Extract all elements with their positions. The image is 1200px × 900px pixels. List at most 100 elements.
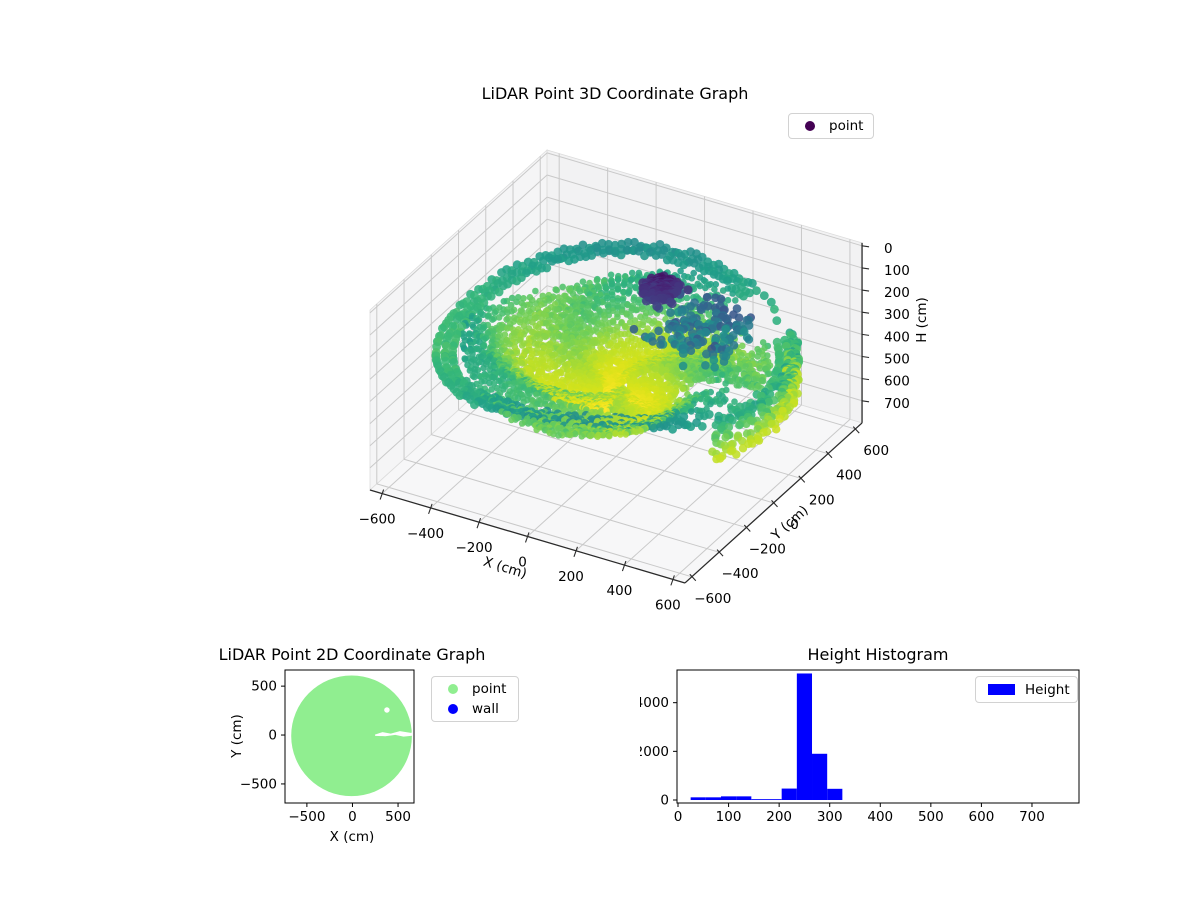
scatter-point (532, 287, 539, 295)
scatter-point (697, 422, 707, 431)
h-tick-label: 500 (884, 352, 910, 368)
scatter-point (649, 423, 659, 433)
scatter-point (752, 286, 761, 296)
h-tick-label: 300 (884, 307, 910, 323)
y-tick-label: −400 (721, 566, 758, 582)
scatter-point (493, 384, 501, 392)
scatter-point (707, 372, 715, 379)
h-tick (861, 245, 870, 248)
scatter-point (666, 308, 675, 318)
scatter-point (496, 326, 503, 334)
scatter-point (576, 288, 584, 295)
y-tick-label: 200 (809, 492, 835, 508)
plot2d-title: LiDAR Point 2D Coordinate Graph (218, 645, 486, 664)
scatter-point (716, 294, 726, 304)
x-tick-label: 300 (817, 809, 843, 825)
scatter-point (512, 276, 522, 286)
scatter-point (754, 353, 761, 360)
histogram-canvas: 0100200300400500600700020004000 (640, 669, 1080, 825)
plot3d-legend: point (788, 113, 874, 139)
x-tick-label: −400 (407, 526, 444, 542)
scatter-point (524, 420, 532, 427)
scatter-point (649, 320, 656, 327)
legend-entry-wall: wall (440, 699, 510, 719)
plot2d-x-axis-label: X (cm) (329, 829, 375, 845)
scatter-point (535, 324, 542, 331)
x-tick-label: 100 (716, 809, 742, 825)
scatter-point (668, 424, 677, 434)
y-tick-label: 0 (790, 517, 799, 533)
scatter-point (477, 373, 485, 380)
scatter-point (732, 297, 739, 304)
scatter-point (772, 316, 782, 325)
scatter-point (614, 276, 622, 283)
scatter-point (620, 288, 627, 296)
scatter-point (677, 267, 684, 275)
y-tick-label: −200 (749, 542, 786, 558)
scatter-point (478, 378, 485, 386)
scatter-point (690, 269, 697, 277)
scatter-point (718, 371, 726, 379)
h-tick (861, 378, 870, 381)
scatter-point (479, 311, 487, 319)
plot2d-legend: point wall (431, 676, 519, 722)
y-tick-label: 0 (660, 793, 669, 809)
scatter-point (699, 266, 709, 276)
scatter-point (593, 277, 601, 284)
scatter-point (579, 278, 587, 286)
x-tick-label: 500 (385, 809, 411, 825)
scatter-point (739, 342, 746, 350)
scatter-point (674, 420, 684, 430)
scatter-point (598, 322, 606, 329)
scatter-point (705, 377, 713, 385)
scatter-point (503, 325, 511, 332)
scatter-point (664, 324, 674, 334)
scatter-point (724, 296, 732, 304)
scatter-point (587, 432, 594, 440)
histogram-bar (705, 797, 721, 801)
h-tick-label: 700 (884, 396, 910, 412)
legend-label: point (829, 118, 864, 134)
scatter-point (455, 300, 465, 310)
h-tick (861, 355, 870, 359)
scatter-point (738, 444, 748, 453)
y-tick (743, 524, 751, 532)
scatter-point (709, 355, 719, 365)
scatter-point (627, 277, 634, 284)
h-tick (861, 400, 870, 403)
y-tick (825, 450, 833, 459)
y-tick (798, 475, 806, 483)
histogram-bar (827, 788, 843, 801)
scatter-point (616, 250, 626, 260)
scatter-point (729, 341, 739, 350)
scatter-point (533, 426, 540, 434)
scatter-point (687, 380, 695, 388)
scatter-point (508, 294, 516, 302)
histogram-bar (751, 799, 767, 801)
x-tick (476, 517, 482, 529)
y-tick (771, 500, 778, 508)
scatter-point (504, 309, 511, 316)
scatter-point (614, 286, 622, 293)
scatter-point (542, 333, 549, 341)
x-tick-label: 600 (969, 809, 995, 825)
histogram-legend: Height (975, 676, 1078, 703)
scatter-point (711, 286, 718, 293)
scatter-point (479, 325, 487, 332)
h-tick (861, 311, 870, 314)
scatter-point (744, 335, 754, 344)
scatter-point (651, 251, 661, 260)
scatter-point (729, 377, 736, 385)
scatter-point (600, 431, 607, 439)
axes-box (284, 669, 415, 804)
x-tick (621, 560, 627, 572)
x-tick-label: 200 (766, 809, 792, 825)
scatter-point (633, 428, 640, 436)
y-tick-label: 500 (251, 679, 277, 695)
legend-label: wall (472, 701, 499, 717)
scatter-point (721, 433, 730, 442)
scatter-point (518, 360, 526, 367)
x-tick-label: 0 (674, 809, 683, 825)
y-tick (689, 573, 697, 582)
